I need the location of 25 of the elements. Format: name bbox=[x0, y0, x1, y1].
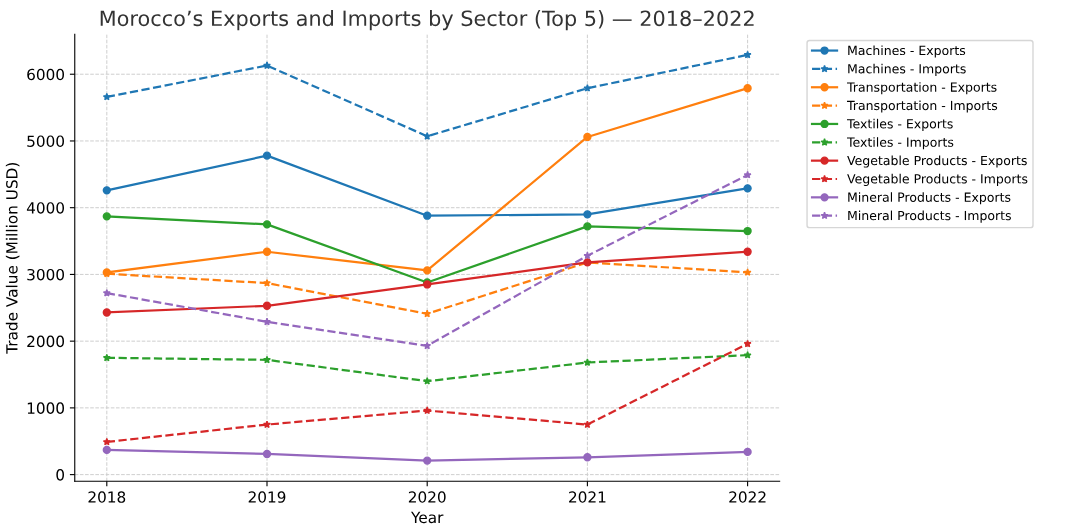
x-tick-label: 2020 bbox=[408, 491, 446, 503]
x-tick-label: 2022 bbox=[729, 491, 766, 503]
legend-label: Textiles - Exports bbox=[847, 118, 953, 131]
legend-label: Mineral Products - Imports bbox=[848, 210, 1011, 223]
y-tick-label: 1000 bbox=[27, 402, 65, 414]
x-tick-label: 2021 bbox=[569, 491, 606, 503]
legend-label: Transportation - Exports bbox=[847, 82, 997, 95]
x-tick-label: 2018 bbox=[88, 491, 126, 503]
y-tick-label: 2000 bbox=[27, 335, 65, 348]
y-tick-label: 3000 bbox=[27, 268, 65, 281]
legend-label: Machines - Exports bbox=[848, 45, 966, 58]
y-tick-label: 4000 bbox=[26, 202, 65, 214]
legend-label: Textiles - Imports bbox=[847, 137, 954, 150]
x-axis-title: Year bbox=[410, 511, 444, 524]
legend-label: Vegetable Products - Imports bbox=[847, 173, 1028, 186]
y-axis-title: Trade Value (Million USD) bbox=[5, 163, 20, 354]
y-tick-label: 6000 bbox=[27, 68, 65, 81]
y-tick-label: 5000 bbox=[27, 135, 65, 147]
legend-label: Mineral Products - Exports bbox=[848, 192, 1011, 205]
legend-label: Machines - Imports bbox=[848, 63, 966, 76]
legend-label: Vegetable Products - Exports bbox=[847, 155, 1027, 168]
chart-title: Morocco’s Exports and Imports by Sector (Top 5) — 2018–2022 bbox=[100, 10, 754, 31]
legend-label: Transportation - Imports bbox=[847, 100, 998, 113]
y-tick-label: 0 bbox=[56, 469, 65, 481]
x-tick-label: 2019 bbox=[248, 491, 286, 503]
